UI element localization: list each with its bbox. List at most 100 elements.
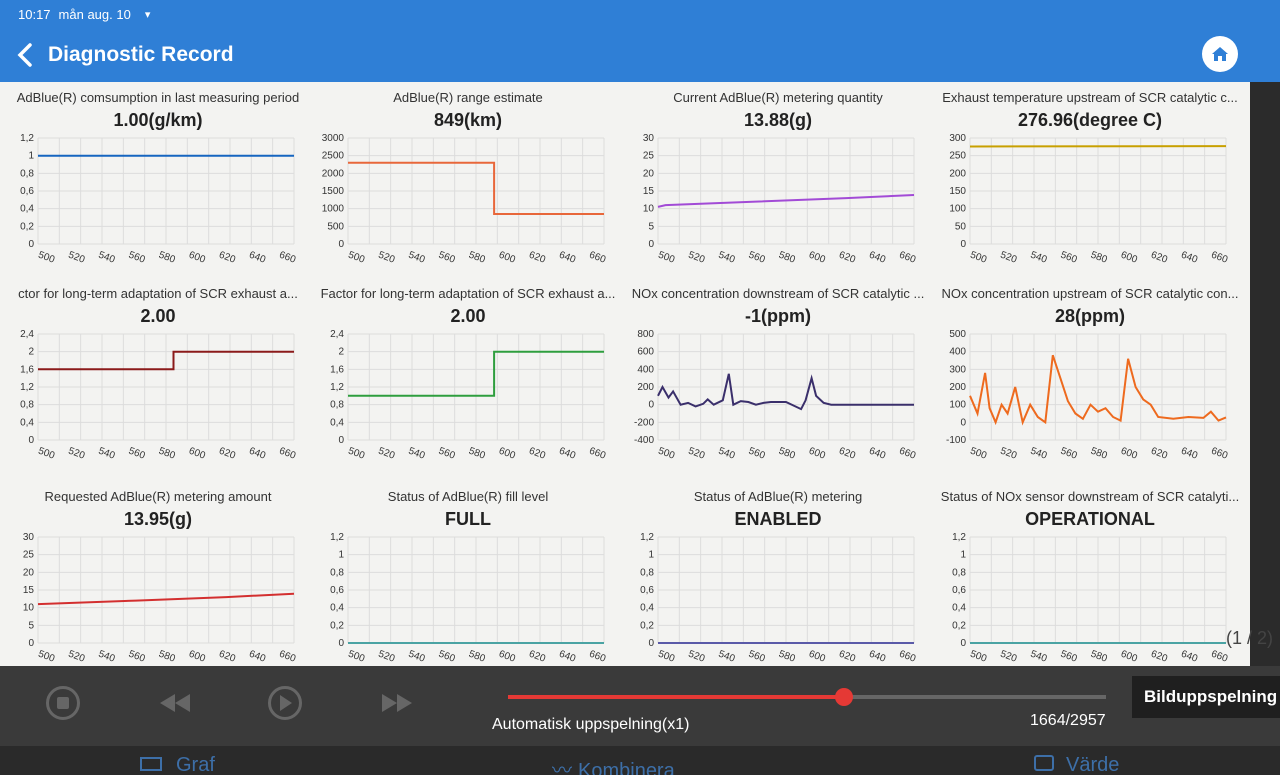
tab-graph[interactable]: Graf <box>140 754 215 775</box>
chart-current-value: 849(km) <box>433 110 503 130</box>
playback-slider-handle[interactable] <box>835 688 854 706</box>
x-tick-label: 660 <box>588 250 608 266</box>
y-tick-label: 0,8 <box>20 168 34 179</box>
x-tick-label: 540 <box>717 250 737 266</box>
app-bar: Diagnostic Record <box>0 28 1280 82</box>
back-button[interactable] <box>8 38 42 72</box>
line-chart: 0 0,2 0,4 0,6 0,8 1 1,2 500 520 540 560 580 600 620 64… <box>330 532 607 665</box>
y-tick-label: 1,2 <box>330 532 344 543</box>
chart-title: Status of AdBlue(R) metering <box>693 489 863 504</box>
playback-slider[interactable] <box>508 688 1106 706</box>
chart-current-value: 13.95(g) <box>123 509 193 529</box>
x-tick-label: 600 <box>497 446 517 462</box>
x-tick-label: 560 <box>127 446 147 462</box>
y-tick-label: 0,8 <box>952 567 966 578</box>
x-tick-label: 540 <box>97 649 117 665</box>
chart-current-value: 2.00 <box>140 306 176 326</box>
x-tick-label: 600 <box>807 250 827 266</box>
y-tick-label: 0 <box>960 638 966 649</box>
tab-value[interactable]: Värde <box>1034 754 1119 775</box>
chart-panel[interactable]: AdBlue(R) range estimate 849(km) 0 500 1000 1… <box>312 86 624 281</box>
chart-panel[interactable]: NOx concentration downstream of SCR cata… <box>622 282 934 477</box>
chart-panel[interactable]: Status of NOx sensor downstream of SCR c… <box>934 485 1246 666</box>
chart-title: Status of NOx sensor downstream of SCR c… <box>940 489 1240 504</box>
x-tick-label: 620 <box>1149 649 1169 665</box>
x-tick-label: 540 <box>407 649 427 665</box>
status-bar: 10:17 mån aug. 10 ▾ <box>0 0 1280 28</box>
y-tick-label: 2000 <box>322 168 345 179</box>
y-tick-label: 400 <box>637 364 654 375</box>
chart-panel[interactable]: Status of AdBlue(R) metering ENABLED 0 0,2 0… <box>622 485 934 666</box>
x-tick-label: 500 <box>347 446 367 462</box>
x-tick-label: 600 <box>187 250 207 266</box>
chart-title: NOx concentration downstream of SCR cata… <box>631 286 925 301</box>
series-line <box>969 354 1227 426</box>
y-tick-label: 0 <box>648 400 654 411</box>
chart-panel[interactable]: NOx concentration upstream of SCR cataly… <box>934 282 1246 477</box>
chart-panel[interactable]: Factor for long-term adaptation of SCR e… <box>312 282 624 477</box>
stop-button[interactable] <box>46 686 80 720</box>
x-tick-label: 560 <box>747 649 767 665</box>
rewind-button[interactable] <box>158 686 192 720</box>
x-tick-label: 580 <box>1089 649 1109 665</box>
line-chart: -400 -200 0 200 400 600 800 500 520 540 560 580 600 6… <box>634 329 917 462</box>
y-tick-label: 0,6 <box>640 585 654 596</box>
x-tick-label: 580 <box>467 446 487 462</box>
chevron-left-icon <box>17 43 32 67</box>
page-title: Diagnostic Record <box>48 43 234 66</box>
playback-progress-fill <box>508 695 845 699</box>
x-tick-label: 660 <box>278 446 298 462</box>
x-tick-label: 520 <box>67 649 87 665</box>
x-tick-label: 500 <box>969 250 989 266</box>
x-tick-label: 640 <box>247 649 267 665</box>
x-tick-label: 500 <box>657 649 677 665</box>
x-tick-label: 640 <box>867 446 887 462</box>
x-tick-label: 500 <box>657 446 677 462</box>
x-tick-label: 580 <box>157 649 177 665</box>
chart-grid: AdBlue(R) comsumption in last measuring … <box>0 82 1250 666</box>
x-tick-label: 660 <box>898 649 918 665</box>
x-tick-label: 640 <box>247 250 267 266</box>
y-tick-label: 0,4 <box>330 417 344 428</box>
fast-forward-button[interactable] <box>380 686 414 720</box>
y-tick-label: 0 <box>28 638 34 649</box>
chart-panel[interactable]: Status of AdBlue(R) fill level FULL 0 0,2 0,… <box>312 485 624 666</box>
chart-current-value: OPERATIONAL <box>1025 509 1155 529</box>
y-tick-label: 250 <box>949 151 966 162</box>
x-tick-label: 600 <box>497 649 517 665</box>
y-tick-label: 20 <box>643 168 655 179</box>
image-playback-button[interactable]: Bilduppspelning <box>1132 676 1280 718</box>
y-tick-label: 10 <box>643 204 655 215</box>
y-tick-label: 30 <box>23 532 35 543</box>
y-tick-label: 0 <box>648 239 654 250</box>
y-tick-label: 0,2 <box>640 620 654 631</box>
y-tick-label: 400 <box>949 347 966 358</box>
chart-panel[interactable]: ctor for long-term adaptation of SCR exh… <box>2 282 314 477</box>
x-tick-label: 520 <box>999 250 1019 266</box>
home-button[interactable] <box>1202 36 1238 72</box>
x-tick-label: 540 <box>1029 649 1049 665</box>
x-tick-label: 560 <box>437 649 457 665</box>
x-tick-label: 640 <box>867 250 887 266</box>
y-tick-label: 2 <box>338 347 344 358</box>
chart-panel[interactable]: Current AdBlue(R) metering quantity 13.88… <box>622 86 934 281</box>
tab-combine[interactable]: 〰 Kombinera <box>552 754 675 775</box>
chart-panel[interactable]: AdBlue(R) comsumption in last measuring … <box>2 86 314 281</box>
x-tick-label: 620 <box>1149 446 1169 462</box>
play-button[interactable] <box>268 686 302 720</box>
chart-panel[interactable]: Requested AdBlue(R) metering amount 13.95… <box>2 485 314 666</box>
x-tick-label: 620 <box>527 446 547 462</box>
y-tick-label: 1 <box>648 550 654 561</box>
chart-panel[interactable]: Exhaust temperature upstream of SCR cata… <box>934 86 1246 281</box>
chart-current-value: 13.88(g) <box>743 110 813 130</box>
y-tick-label: 200 <box>637 382 654 393</box>
x-tick-label: 660 <box>1210 446 1230 462</box>
line-chart: 0 50 100 150 200 250 300 500 520 540 560 580 600 620 6… <box>949 133 1229 266</box>
x-tick-label: 500 <box>37 250 57 266</box>
graph-icon <box>140 757 162 771</box>
y-tick-label: 0 <box>28 239 34 250</box>
x-tick-label: 520 <box>67 250 87 266</box>
x-tick-label: 600 <box>1119 649 1139 665</box>
x-tick-label: 540 <box>97 250 117 266</box>
y-tick-label: 1,2 <box>952 532 966 543</box>
